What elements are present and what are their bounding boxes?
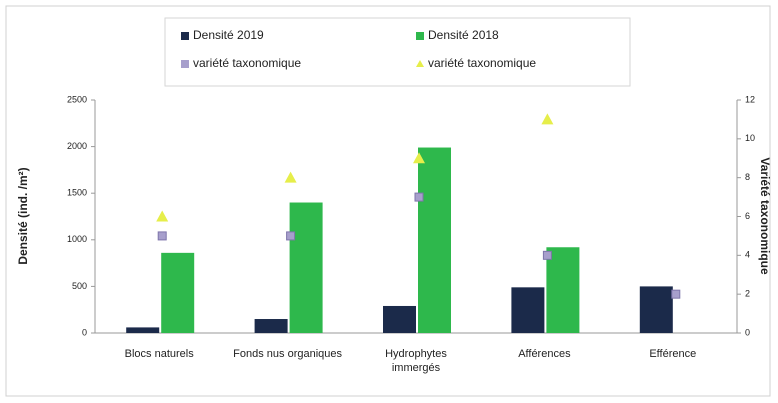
bar xyxy=(639,286,673,333)
y-tick-label: 2000 xyxy=(67,141,87,151)
y2-tick-label: 8 xyxy=(745,172,750,182)
x-tick-label: Fonds nus organiques xyxy=(233,348,343,360)
marker-triangle xyxy=(156,210,169,222)
marker-triangle xyxy=(284,171,297,183)
chart-border xyxy=(5,5,771,397)
legend-swatch xyxy=(181,60,189,68)
marker-square xyxy=(671,289,681,299)
marker-square xyxy=(542,250,552,260)
y-tick-label: 2500 xyxy=(67,94,87,104)
marker-square xyxy=(414,192,424,202)
legend-label: Densité 2019 xyxy=(193,28,264,42)
y2-tick-label: 2 xyxy=(745,289,750,299)
bar xyxy=(289,202,323,333)
y-tick-label: 1500 xyxy=(67,188,87,198)
legend-label: variété taxonomique xyxy=(428,56,536,70)
x-tick-label: Blocs naturels xyxy=(124,348,194,360)
bar xyxy=(254,319,288,333)
y-tick-label: 0 xyxy=(82,327,87,337)
x-tick-label: Afférences xyxy=(518,348,571,360)
x-tick-label: Efférence xyxy=(649,348,697,360)
y-tick-label: 500 xyxy=(72,281,87,291)
legend-swatch xyxy=(416,60,424,67)
x-tick-label: Hydrophytes immergés xyxy=(385,348,447,374)
marker-triangle xyxy=(413,152,425,164)
y2-tick-label: 6 xyxy=(745,211,750,221)
y-tick-label: 1000 xyxy=(67,234,87,244)
legend-label: Densité 2018 xyxy=(428,28,499,42)
y2-tick-label: 12 xyxy=(745,94,755,104)
bar xyxy=(511,287,545,333)
marker-square xyxy=(157,231,167,241)
y2-tick-label: 10 xyxy=(745,133,755,143)
y2-tick-label: 4 xyxy=(745,250,750,260)
y2-axis-label: Variété taxonomique xyxy=(758,157,772,275)
legend-swatch xyxy=(181,32,189,40)
bar xyxy=(383,305,416,333)
y2-tick-label: 0 xyxy=(745,327,750,337)
y-axis-label: Densité (ind. /m²) xyxy=(16,167,30,264)
legend-swatch xyxy=(416,32,424,40)
bar xyxy=(126,327,160,333)
legend-box xyxy=(164,17,631,87)
marker-square xyxy=(286,231,296,241)
legend-label: variété taxonomique xyxy=(193,56,301,70)
bar xyxy=(418,147,451,333)
bar xyxy=(546,247,580,333)
bar xyxy=(161,252,195,333)
marker-triangle xyxy=(541,113,554,125)
